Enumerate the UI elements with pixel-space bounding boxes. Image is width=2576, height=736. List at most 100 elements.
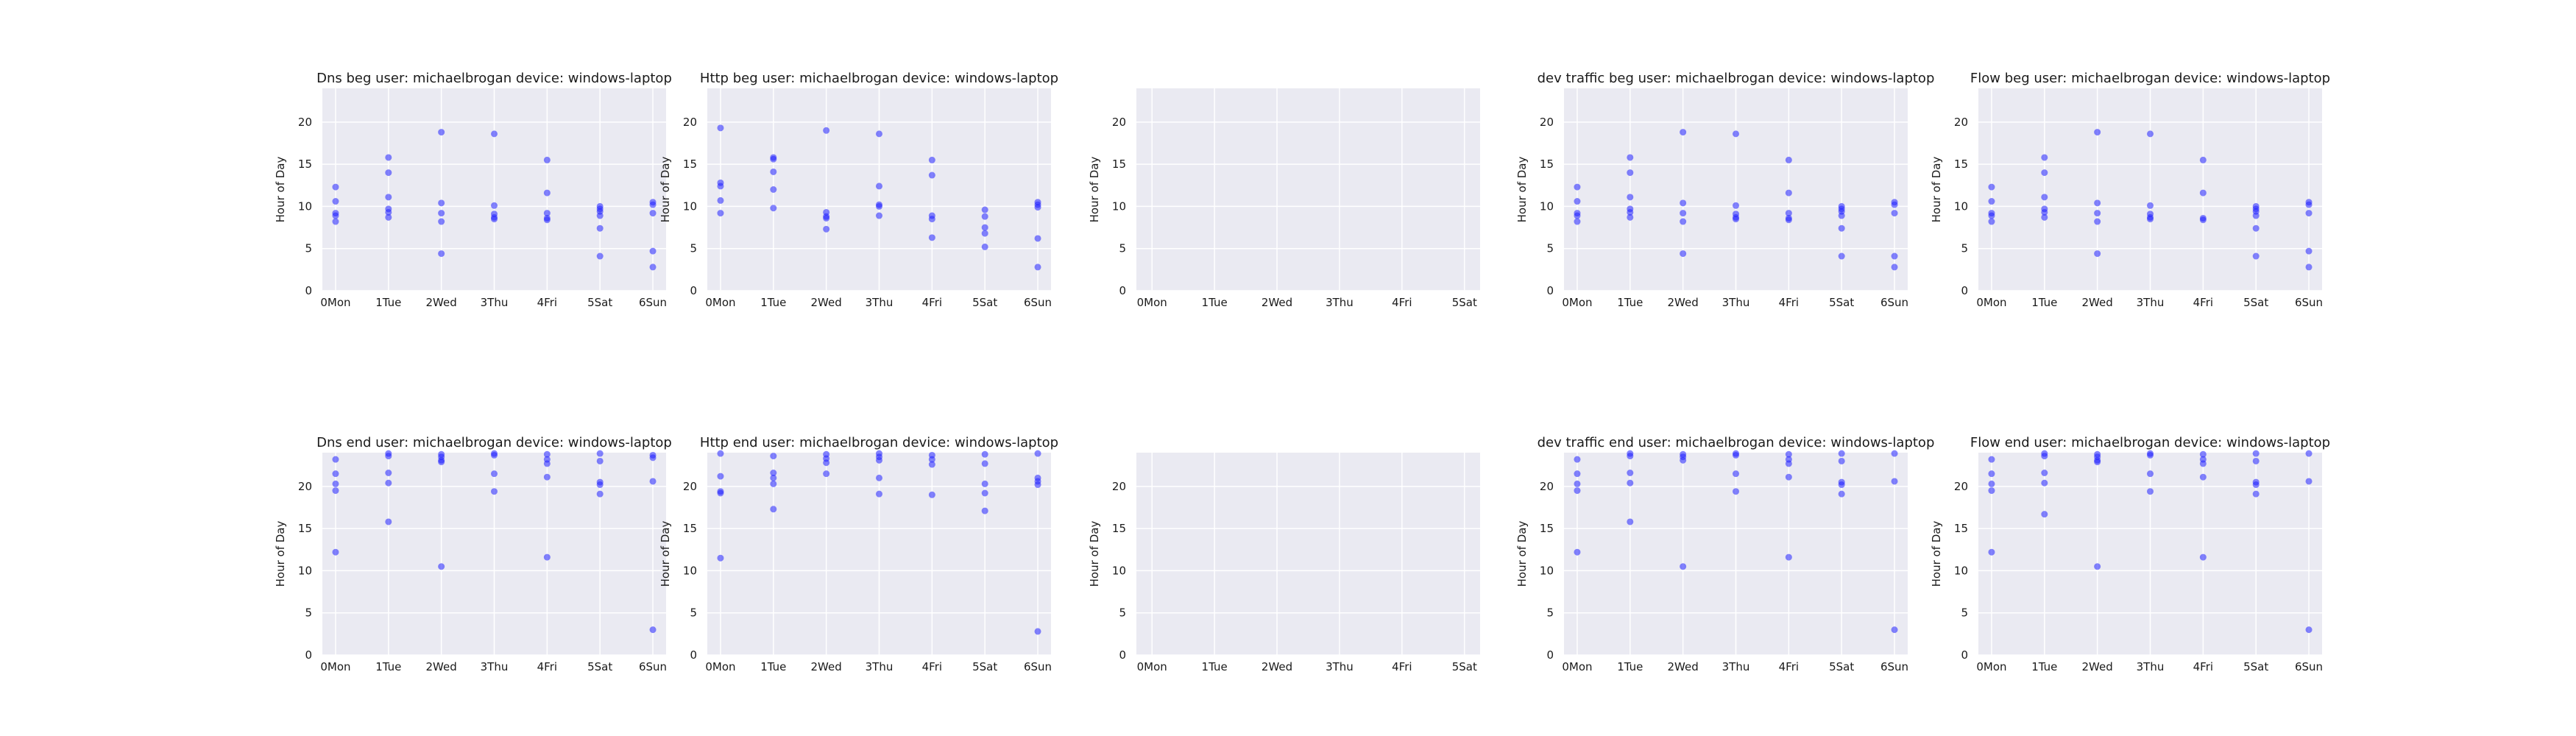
scatter-point (332, 218, 339, 225)
scatter-point (385, 518, 392, 526)
scatter-point (1891, 252, 1898, 260)
y-tick-label: 0 (1546, 648, 1554, 662)
scatter-point (438, 218, 445, 225)
y-tick-label: 15 (1112, 522, 1126, 535)
scatter-point (1838, 224, 1845, 232)
y-axis-label: Hour of Day (1088, 157, 1101, 223)
scatter-point (1891, 478, 1898, 485)
scatter-point (596, 224, 604, 232)
y-axis-label: Hour of Day (1088, 521, 1101, 587)
x-tick-label: 5Sat (972, 296, 997, 309)
scatter-point (491, 130, 498, 138)
y-tick-label: 15 (1954, 158, 1968, 171)
x-tick-label: 6Sun (1024, 296, 1052, 309)
x-tick-label: 0Mon (1976, 660, 2006, 673)
subplot-panel-9: 0Mon 1Tue 2Wed 3Thu 4Fri 5Sat 6Sun 0 5 10 15 20 Hour… (1930, 435, 2330, 673)
scatter-point (649, 454, 657, 461)
scatter-point (2252, 252, 2260, 260)
scatter-point (385, 154, 392, 161)
chart-title: Http end user: michaelbrogan device: win… (700, 435, 1058, 450)
scatter-point (1680, 129, 1687, 136)
scatter-point (2041, 511, 2048, 518)
scatter-point (438, 129, 445, 136)
scatter-point (1733, 451, 1739, 459)
scatter-point (1733, 470, 1739, 478)
scatter-point (1785, 450, 1792, 458)
scatter-point (2041, 453, 2048, 460)
scatter-point (1680, 199, 1687, 207)
chart-title: Flow beg user: michaelbrogan device: win… (1970, 71, 2330, 86)
x-tick-label: 3Thu (1326, 660, 1354, 673)
y-tick-label: 20 (1954, 480, 1968, 493)
scatter-point (491, 470, 498, 478)
y-tick-label: 10 (298, 564, 312, 577)
scatter-point (596, 490, 604, 498)
x-tick-label: 4Fri (1392, 660, 1412, 673)
x-tick-label: 3Thu (481, 660, 509, 673)
scatter-point (1891, 626, 1898, 634)
scatter-point (649, 210, 657, 217)
scatter-point (385, 208, 392, 216)
x-tick-label: 5Sat (2243, 296, 2268, 309)
scatter-point (2305, 478, 2313, 485)
scatter-point (1680, 563, 1687, 570)
scatter-point (2252, 457, 2260, 464)
chart-title: Dns beg user: michaelbrogan device: wind… (316, 71, 672, 86)
scatter-point (2252, 450, 2260, 457)
x-tick-label: 4Fri (537, 660, 557, 673)
y-tick-label: 10 (1112, 199, 1126, 213)
scatter-point (543, 156, 551, 163)
x-tick-label: 5Sat (2243, 660, 2268, 673)
y-tick-label: 10 (1954, 199, 1968, 213)
y-tick-label: 0 (305, 284, 312, 297)
scatter-point (1034, 204, 1041, 211)
y-axis-label: Hour of Day (659, 157, 672, 223)
scatter-point (1627, 470, 1634, 476)
subplot-panel-4: 0Mon 1Tue 2Wed 3Thu 4Fri 5Sat 6Sun 0 5 10 15 20 Hour… (1930, 71, 2330, 309)
scatter-point (1574, 456, 1581, 463)
scatter-point (928, 491, 935, 498)
scatter-point (1733, 130, 1739, 138)
y-tick-label: 20 (298, 480, 312, 493)
x-tick-label: 1Tue (2031, 296, 2057, 309)
scatter-point (876, 490, 882, 498)
scatter-point (717, 197, 724, 204)
scatter-point (981, 230, 988, 237)
y-tick-label: 10 (1112, 564, 1126, 577)
scatter-point (385, 453, 392, 460)
subplot-panel-2: 0Mon 1Tue 2Wed 3Thu 4Fri 5Sat 0 5 10 15 20 Hour of … (1088, 88, 1480, 309)
scatter-point (2199, 460, 2207, 467)
scatter-point (2199, 156, 2207, 163)
scatter-point (2252, 224, 2260, 232)
scatter-point (1838, 481, 1845, 489)
scatter-point (1785, 473, 1792, 481)
y-tick-label: 0 (1119, 648, 1126, 662)
scatter-point (1785, 189, 1792, 197)
x-tick-label: 6Sun (2295, 660, 2323, 673)
scatter-point (1988, 218, 1995, 225)
x-tick-label: 6Sun (1880, 660, 1908, 673)
scatter-point (2252, 212, 2260, 219)
scatter-point (1574, 198, 1581, 205)
y-tick-label: 5 (690, 242, 697, 255)
scatter-point (928, 156, 935, 163)
subplot-panel-3: 0Mon 1Tue 2Wed 3Thu 4Fri 5Sat 6Sun 0 5 10 15 20 Hour… (1515, 71, 1934, 309)
scatter-point (385, 470, 392, 476)
y-axis-label: Hour of Day (659, 521, 672, 587)
scatter-point (1627, 194, 1634, 201)
y-tick-label: 5 (1961, 242, 1968, 255)
scatter-point (2147, 451, 2154, 459)
y-tick-label: 15 (1540, 158, 1554, 171)
scatter-point (2041, 169, 2048, 177)
y-tick-label: 5 (1961, 606, 1968, 620)
scatter-point (2305, 626, 2313, 634)
scatter-point (1988, 487, 1995, 495)
scatter-point (2199, 189, 2207, 197)
scatter-point (981, 243, 988, 250)
scatter-point (1627, 208, 1634, 216)
scatter-point (385, 213, 392, 221)
scatter-point (543, 450, 551, 458)
scatter-point (1034, 481, 1041, 489)
x-tick-label: 0Mon (320, 296, 350, 309)
